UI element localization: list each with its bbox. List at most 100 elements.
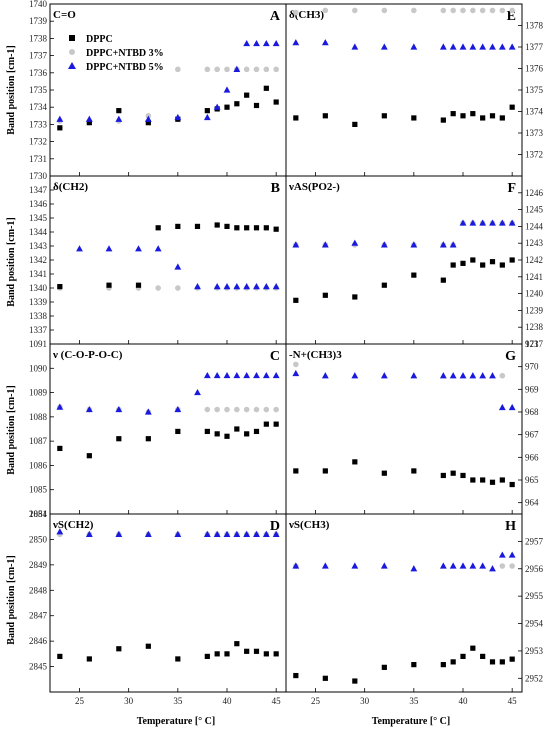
x-tick-label: 40 <box>223 696 233 706</box>
point-ntbd-5 <box>223 371 231 379</box>
point-dppc <box>440 472 446 479</box>
y-tick-label: 1342 <box>29 255 47 265</box>
point-dppc <box>460 472 466 479</box>
point-ntbd-5 <box>410 43 418 50</box>
point-dppc <box>263 85 269 91</box>
point-dppc <box>470 477 476 483</box>
panels-layer: 1730 1731 1732 1733 1734 1735 1736 1737 1738 1739… <box>29 0 544 706</box>
point-ntbd-5 <box>449 372 457 379</box>
y-tick-label: 2952 <box>525 673 543 683</box>
y-tick-label: 1740 <box>29 0 48 9</box>
panel-title: δ(CH2) <box>53 181 88 193</box>
point-ntbd-5 <box>380 372 388 379</box>
point-dppc <box>224 104 230 110</box>
point-dppc <box>470 257 476 263</box>
y-tick-label: 1341 <box>29 269 47 279</box>
y-tick-label: 1343 <box>29 241 48 251</box>
y-tick-label: 1090 <box>29 363 48 373</box>
point-ntbd-5 <box>292 39 300 46</box>
y-tick-label: 2957 <box>525 536 544 546</box>
point-dppc <box>381 664 387 670</box>
point-dppc <box>480 262 486 268</box>
panel-G: 964 965 966 967 968 969 970 971 -N+(CH3)3 G <box>285 339 539 515</box>
point-ntbd-5 <box>262 283 270 290</box>
point-dppc <box>145 436 151 442</box>
y-tick-label: 1242 <box>525 255 543 265</box>
panel-frame <box>49 175 287 345</box>
point-dppc <box>470 645 476 651</box>
point-ntbd-5 <box>321 241 329 248</box>
x-tick-label: 35 <box>173 696 183 706</box>
point-ntbd-3 <box>479 7 486 14</box>
y-tick-label: 1091 <box>29 339 47 349</box>
point-dppc <box>509 656 515 662</box>
panel-frame <box>285 3 523 177</box>
point-dppc <box>352 294 358 300</box>
point-dppc <box>273 651 279 657</box>
y-tick-label: 966 <box>525 452 539 462</box>
panel-C: 1084 1085 1086 1087 1088 1089 1090 1091 ν (C-O-P… <box>29 339 287 519</box>
point-ntbd-3 <box>175 285 181 291</box>
y-tick-label: 970 <box>525 362 539 372</box>
point-ntbd-5 <box>479 562 487 569</box>
point-ntbd-3 <box>214 66 220 73</box>
point-dppc <box>450 470 456 476</box>
panel-letter: F <box>507 181 516 196</box>
panel-A: 1730 1731 1732 1733 1734 1735 1736 1737 1738 1739… <box>29 0 287 181</box>
point-dppc <box>489 479 496 485</box>
point-dppc <box>234 426 240 432</box>
y-tick-label: 2851 <box>29 509 47 519</box>
legend: DPPC DPPC+NTBD 3% DPPC+NTBD 5% <box>68 34 164 73</box>
point-ntbd-3 <box>273 66 279 73</box>
point-dppc <box>352 678 358 684</box>
point-dppc <box>263 421 269 427</box>
point-ntbd-5 <box>174 113 182 121</box>
point-ntbd-3 <box>440 7 447 14</box>
point-dppc <box>411 272 417 278</box>
point-dppc <box>204 653 210 659</box>
point-dppc <box>263 225 269 231</box>
point-ntbd-5 <box>272 371 280 379</box>
point-ntbd-5 <box>498 43 506 50</box>
point-ntbd-5 <box>459 372 467 379</box>
point-ntbd-5 <box>469 372 477 379</box>
point-dppc <box>57 125 63 131</box>
y-tick-label: 969 <box>525 384 539 394</box>
point-ntbd-5 <box>56 528 64 535</box>
point-ntbd-5 <box>223 86 231 93</box>
point-dppc <box>322 292 328 298</box>
point-ntbd-3 <box>204 406 211 413</box>
point-dppc <box>244 225 250 231</box>
point-ntbd-5 <box>262 39 270 47</box>
point-dppc <box>253 648 260 654</box>
y-tick-label: 2849 <box>29 560 48 570</box>
point-dppc <box>322 468 328 474</box>
panel-B: 1337 1338 1339 1340 1341 1342 1343 1344 1345 1346… <box>29 175 287 345</box>
point-dppc <box>273 226 279 232</box>
point-ntbd-5 <box>85 405 93 413</box>
point-dppc <box>509 257 515 263</box>
panel-frame <box>49 3 287 177</box>
point-dppc <box>440 277 446 283</box>
y-axis-label-2: Band position [cm-1] <box>6 217 17 306</box>
legend-label: DPPC <box>86 34 113 45</box>
panel-frame <box>49 513 287 693</box>
y-tick-label: 1344 <box>29 227 48 237</box>
point-ntbd-3 <box>509 7 515 14</box>
y-tick-label: 967 <box>525 430 539 440</box>
point-ntbd-5 <box>115 115 123 122</box>
legend-marker-dppc <box>69 35 75 41</box>
point-ntbd-3 <box>460 7 466 14</box>
point-dppc <box>293 468 299 474</box>
point-dppc <box>86 120 92 126</box>
point-ntbd-5 <box>489 565 496 572</box>
point-ntbd-5 <box>203 371 211 379</box>
point-dppc <box>381 282 387 288</box>
point-ntbd-5 <box>351 372 359 379</box>
point-ntbd-3 <box>293 361 299 368</box>
y-tick-label: 965 <box>525 475 539 485</box>
point-dppc <box>86 453 92 459</box>
x-tick-label: 45 <box>508 696 518 706</box>
point-dppc <box>470 111 476 117</box>
point-ntbd-5 <box>223 530 231 537</box>
